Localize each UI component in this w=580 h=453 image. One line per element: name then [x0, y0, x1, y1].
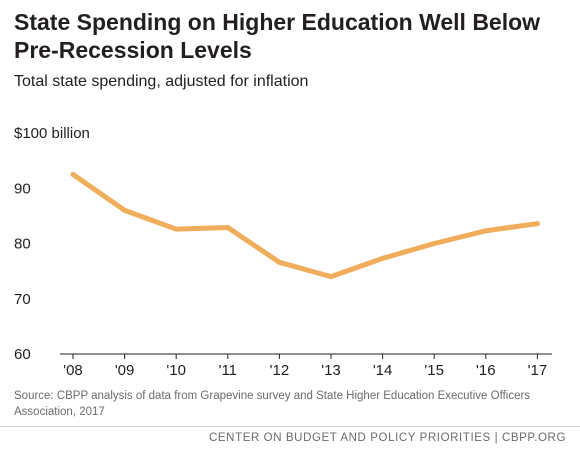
y-tick-label: $100 billion — [14, 125, 90, 142]
x-tick-label: '13 — [321, 362, 341, 379]
x-tick-label: '08 — [63, 362, 83, 379]
x-tick-label: '11 — [219, 362, 237, 379]
x-tick-label: '12 — [270, 362, 290, 379]
series-line — [70, 171, 540, 280]
x-tick-label: '14 — [373, 362, 393, 379]
x-tick-label: '15 — [424, 362, 444, 379]
data-point — [431, 241, 437, 246]
y-tick-label: 80 — [14, 236, 31, 253]
chart-subtitle: Total state spending, adjusted for infla… — [14, 73, 309, 90]
data-point — [328, 274, 334, 280]
data-point — [173, 226, 179, 232]
footer-credit: CENTER ON BUDGET AND POLICY PRIORITIES |… — [208, 432, 566, 444]
footer-divider — [0, 426, 580, 427]
x-tick-label: '09 — [115, 362, 135, 379]
x-axis: '08 '09 '10 '11 '12 '13 '14 '15 '16 '17 — [63, 354, 547, 379]
data-point — [122, 207, 128, 213]
data-point — [225, 224, 231, 230]
source-note: Source: CBPP analysis of data from Grape… — [14, 390, 531, 418]
y-axis: $100 billion 90 80 70 60 — [14, 125, 90, 363]
y-tick-label: 60 — [14, 346, 31, 363]
data-point — [276, 259, 282, 265]
data-point — [70, 171, 76, 177]
x-tick-label: '10 — [166, 362, 186, 379]
data-point — [483, 228, 489, 234]
x-tick-label: '17 — [528, 362, 548, 379]
x-tick-label: '16 — [476, 362, 496, 379]
y-tick-label: 70 — [14, 291, 31, 308]
chart-title: State Spending on Higher Education Well … — [14, 9, 541, 63]
y-tick-label: 90 — [14, 180, 31, 197]
data-points — [70, 171, 540, 280]
data-point — [380, 255, 386, 261]
data-point — [534, 221, 540, 227]
